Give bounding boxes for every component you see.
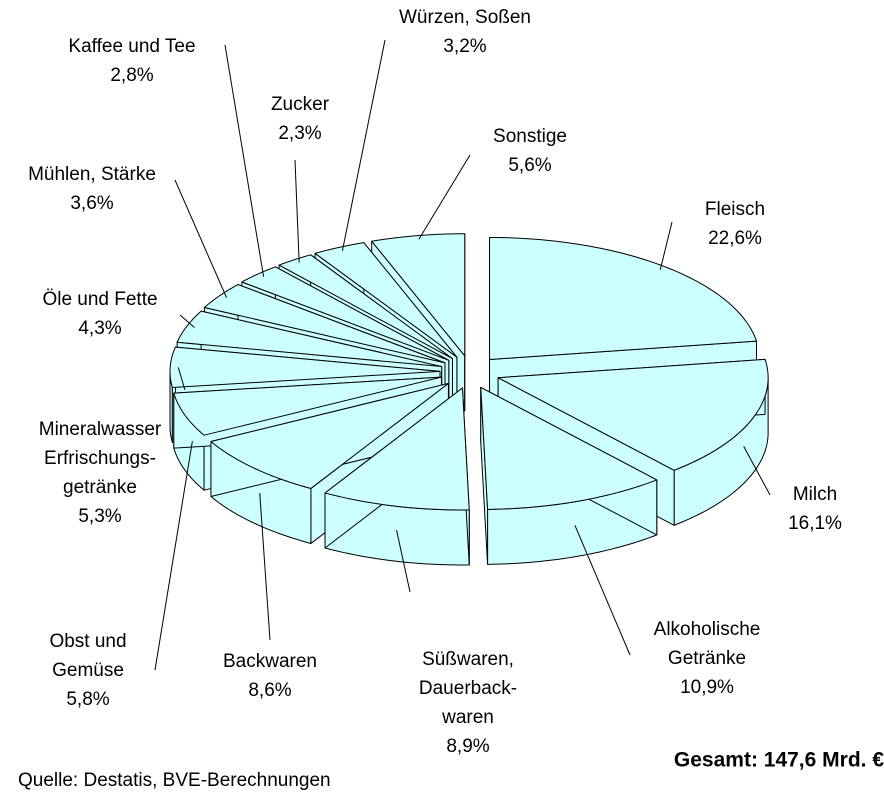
leader-line xyxy=(259,492,271,641)
slice xyxy=(480,386,658,510)
slice xyxy=(176,310,443,368)
leader-line xyxy=(224,44,265,277)
leader-line xyxy=(177,367,186,391)
leader-line xyxy=(294,159,300,263)
slice-label: Mineralwasser Erfrischungs-getränke xyxy=(39,419,162,498)
total-note: Gesamt: 147,6 Mrd. € xyxy=(674,749,884,772)
value-label: 8,6% xyxy=(248,680,291,701)
slice xyxy=(489,236,757,360)
slice-label: Zucker xyxy=(271,94,330,115)
value-label: 8,9% xyxy=(446,736,489,757)
slice-label: Milch xyxy=(793,484,837,505)
leader-line xyxy=(179,314,195,328)
slice xyxy=(173,376,442,436)
leader-line xyxy=(418,154,471,240)
slice-group xyxy=(480,386,658,565)
slice xyxy=(371,233,466,357)
leader-line xyxy=(341,39,386,251)
value-label: 3,6% xyxy=(70,193,113,214)
source-note: Quelle: Destatis, BVE-Berechnungen xyxy=(18,770,331,791)
slice xyxy=(241,266,450,361)
slice-label: Fleisch xyxy=(705,199,765,220)
value-label: 16,1% xyxy=(788,513,842,534)
leader-line xyxy=(154,441,193,671)
slice-label: Kaffee und Tee xyxy=(68,36,195,57)
leader-line xyxy=(396,529,411,593)
leader-line xyxy=(174,179,227,298)
slice xyxy=(210,382,449,489)
slice-label: Sonstige xyxy=(493,126,567,147)
slice xyxy=(278,254,453,360)
slice-label: Backwaren xyxy=(223,651,317,672)
slice-label: Süßwaren, Dauerback-waren xyxy=(419,649,517,728)
slice-label: Mühlen, Stärke xyxy=(28,164,156,185)
slice xyxy=(324,387,470,511)
leader-line xyxy=(659,221,673,270)
value-label: 5,8% xyxy=(66,689,109,710)
value-label: 2,8% xyxy=(110,65,153,86)
slice-label: Alkoholische Getränke xyxy=(654,619,761,669)
slice-label: Öle und Fette xyxy=(42,289,157,310)
value-label: 10,9% xyxy=(680,677,734,698)
value-label: 5,6% xyxy=(508,155,551,176)
slice xyxy=(497,358,769,471)
leader-line xyxy=(743,446,771,496)
slice-label: Würzen, Soßen xyxy=(399,7,531,28)
slice-label: Obst und Gemüse xyxy=(49,631,126,681)
slice xyxy=(169,346,441,388)
value-label: 2,3% xyxy=(278,123,321,144)
pie xyxy=(169,233,769,566)
slice-group xyxy=(324,387,470,566)
slice xyxy=(203,284,446,364)
value-label: 22,6% xyxy=(708,228,762,249)
value-label: 5,3% xyxy=(78,506,121,527)
leader-line xyxy=(574,525,631,656)
slice xyxy=(314,242,458,358)
value-label: 3,2% xyxy=(443,36,486,57)
value-label: 4,3% xyxy=(78,318,121,339)
